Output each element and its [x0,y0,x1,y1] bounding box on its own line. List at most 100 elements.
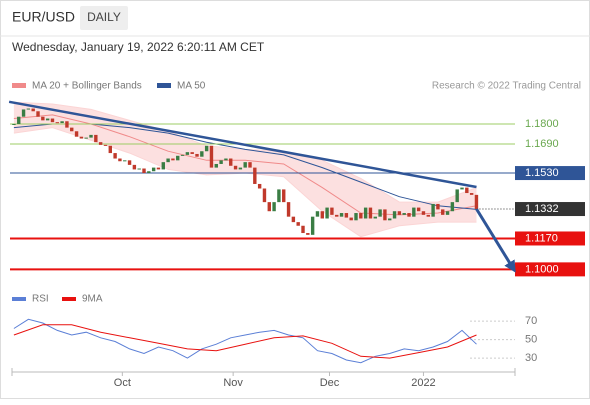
candle [156,167,161,170]
legend-label: 9MA [82,294,103,305]
candle [204,145,209,152]
candle [233,165,238,170]
legend-swatch [12,83,26,88]
candle [65,121,69,128]
candle [166,158,170,163]
candle [291,216,296,223]
candle [320,211,324,219]
candle [407,213,411,217]
candle [402,213,406,215]
candle [103,144,108,146]
candle [262,188,267,203]
legend-label: MA 20 + Bollinger Bands [32,81,142,92]
candle [277,189,281,203]
candle [421,211,426,215]
candle [137,168,141,170]
candle [132,164,137,170]
candle [474,194,479,210]
legend-label: MA 50 [177,81,206,92]
candle [219,160,223,164]
candle [310,216,315,235]
x-tick-label: 2022 [411,377,435,389]
candle [185,152,190,155]
candle [441,209,445,215]
candle [113,153,117,159]
candle [224,158,228,161]
credit: Research © 2022 Trading Central [432,81,581,92]
level-label: 1.1690 [525,138,559,150]
candle [50,118,55,123]
projection-arrow [475,208,516,273]
candle [392,211,397,219]
candle [296,222,300,226]
candle [209,145,214,168]
period-box [80,6,128,30]
candle [98,142,103,145]
period: DAILY [87,10,121,24]
rsi-panel: RSI 9MA 70 50 30 Oct Nov Dec 2022 [11,294,537,389]
candle [460,187,464,190]
legend-swatch [12,297,26,301]
candle [41,116,45,121]
candle [17,116,21,124]
candle [339,213,344,217]
candle [426,214,430,217]
candle [465,187,469,194]
candle [412,207,416,217]
level-box [515,202,585,217]
indicator-line [13,318,477,364]
legend-swatch [62,297,76,301]
candle [84,137,88,139]
legend-swatch [157,83,171,88]
x-tick-label: Dec [320,377,340,389]
candle [31,108,35,112]
candle [431,203,435,217]
candle [416,207,421,212]
x-tick-label: Nov [223,377,243,389]
candle [94,134,98,143]
candle [349,217,353,221]
candle [180,154,185,156]
level-label: 1.1000 [525,263,559,275]
candle [200,151,204,157]
legend-label: RSI [32,294,49,305]
candle [253,167,257,184]
candle [455,189,459,203]
candle [74,131,79,137]
candle [257,183,262,189]
candle [147,171,151,174]
candle [469,193,474,195]
candle [436,203,440,210]
price-panel: MA 20 + Bollinger Bands MA 50 1.1800 1.1690… [8,81,585,277]
candle [243,162,247,168]
candle [383,209,387,221]
level-box [515,166,585,181]
candle [272,202,276,212]
x-tick-label: Oct [114,377,131,389]
candle [354,213,358,221]
candle [238,167,243,170]
candle [118,158,122,162]
candle [301,225,305,234]
candle [190,152,194,154]
candle [378,209,382,217]
level-box [515,262,585,277]
candle [127,160,132,165]
candle [36,111,40,117]
candle [450,202,455,212]
trendline [8,100,477,189]
level-label: 1.1530 [525,167,559,179]
candle [70,127,74,132]
candle [195,153,199,157]
candle [248,162,252,168]
level-box [515,231,585,246]
candle [151,167,156,172]
candle [306,233,310,235]
candle [330,207,334,215]
level-label: 1.1800 [525,118,559,130]
y-tick-label: 30 [525,352,537,364]
symbol: EUR/USD [12,9,75,25]
indicator-line [13,324,477,359]
candle [26,108,31,110]
